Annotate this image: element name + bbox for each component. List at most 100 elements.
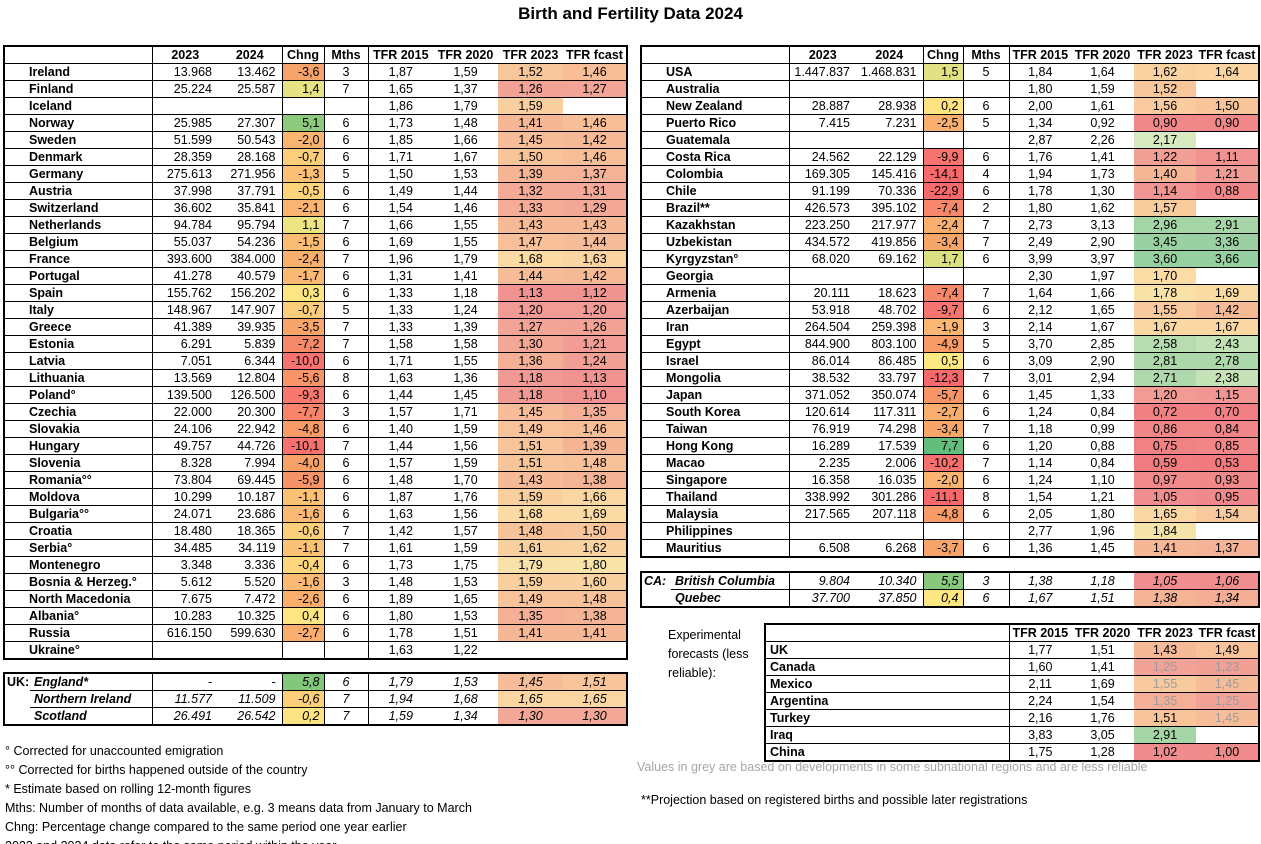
cell-tfr2023: 1,05	[1134, 488, 1196, 506]
cell-births-2023: 41.389	[152, 318, 218, 336]
cell-mths: 7	[324, 522, 369, 540]
cell-tfr2023: 1,41	[498, 114, 563, 132]
table-row: Bulgaria°° 24.071 23.686 -1,6 6 1,63 1,56 1,68 1…	[4, 505, 627, 523]
cell-tfr2023: 1,50	[498, 148, 563, 166]
cell-country: Croatia	[4, 522, 153, 540]
cell-tfr2023: 1,30	[498, 335, 563, 353]
cell-country: Ukraine°	[4, 641, 153, 660]
col-header-mths: Mths	[963, 46, 1010, 64]
cell-tfr2023: 1,67	[1134, 318, 1196, 336]
cell-births-2024: 22.129	[856, 148, 924, 166]
cell-mths: 5	[324, 301, 369, 319]
table-row: North Macedonia 7.675 7.472 -2,6 6 1,89 1,65 1,…	[4, 590, 627, 608]
cell-births-2024: 145.416	[856, 165, 924, 183]
table-row: Taiwan 76.919 74.298 -3,4 7 1,18 0,99 0,86 0,84	[641, 420, 1259, 438]
cell-births-2024: 126.500	[218, 386, 283, 404]
header-row: TFR 2015 TFR 2020 TFR 2023 TFR fcast	[765, 624, 1259, 642]
cell-tfr2015: 1,87	[368, 63, 433, 81]
cell-mths: 6	[963, 386, 1010, 404]
cell-tfr2020: 1,45	[1071, 539, 1134, 558]
cell-tfr2023: 1,59	[498, 573, 563, 591]
table-row: Poland° 139.500 126.500 -9,3 6 1,44 1,45 1,18 1,…	[4, 386, 627, 404]
cell-births-2023: 36.602	[152, 199, 218, 217]
cell-births-2024: 18.623	[856, 284, 924, 302]
cell-tfr2015: 1,49	[368, 182, 433, 200]
col-header-chng: Chng	[923, 46, 964, 64]
cell-country: Iran	[641, 318, 790, 336]
cell-chng: -5,7	[923, 386, 964, 404]
table-row: Romania°° 73.804 69.445 -5,9 6 1,48 1,70 1,43 1,…	[4, 471, 627, 489]
table-row: China 1,75 1,28 1,02 1,00	[765, 743, 1259, 762]
cell-chng: -2,6	[282, 590, 325, 608]
table-row: South Korea 120.614 117.311 -2,7 6 1,24 0,84 0,…	[641, 403, 1259, 421]
cell-tfrfcast: 1,48	[563, 454, 627, 472]
cell-births-2023: 393.600	[152, 250, 218, 268]
cell-tfr2020: 1,67	[1071, 318, 1134, 336]
cell-country: Montenegro	[4, 556, 153, 574]
cell-births-2023: 91.199	[789, 182, 856, 200]
footnote: * Estimate based on rolling 12-month fig…	[5, 782, 251, 796]
cell-births-2023: 13.968	[152, 63, 218, 81]
cell-tfr2020: 1,37	[433, 80, 498, 98]
cell-births-2023	[789, 80, 856, 98]
cell-tfr2015: 1,34	[1009, 114, 1071, 132]
cell-births-2024: 39.935	[218, 318, 283, 336]
cell-tfr2015: 3,01	[1009, 369, 1071, 387]
table-row: Chile 91.199 70.336 -22,9 6 1,78 1,30 1,14 0,88	[641, 182, 1259, 200]
cell-tfrfcast: 0,84	[1196, 420, 1259, 438]
cell-births-2023: 16.358	[789, 471, 856, 489]
cell-tfr2023: 1,02	[1134, 743, 1196, 762]
cell-tfrfcast: 1,46	[563, 148, 627, 166]
cell-chng: -1,1	[282, 539, 325, 557]
cell-tfr2015: 1,48	[368, 471, 433, 489]
cell-births-2023	[789, 267, 856, 285]
cell-tfr2020: 1,57	[433, 522, 498, 540]
cell-tfr2023: 0,90	[1134, 114, 1196, 132]
cell-mths: 7	[963, 454, 1010, 472]
table-row: Lithuania 13.569 12.804 -5,6 8 1,63 1,36 1,18 1,…	[4, 369, 627, 387]
cell-births-2024: 35.841	[218, 199, 283, 217]
cell-country: Colombia	[641, 165, 790, 183]
cell-tfr2020: 0,84	[1071, 403, 1134, 421]
cell-tfr2020: 1,73	[1071, 165, 1134, 183]
cell-mths: 6	[324, 488, 369, 506]
table-row: Germany 275.613 271.956 -1,3 5 1,50 1,53 1,39 1,…	[4, 165, 627, 183]
table-row: Canada 1,60 1,41 1,25 1,23	[765, 658, 1259, 676]
cell-births-2023: 73.804	[152, 471, 218, 489]
cell-births-2024: 395.102	[856, 199, 924, 217]
cell-chng: -4,0	[282, 454, 325, 472]
cell-mths: 5	[963, 63, 1010, 81]
cell-tfr2020: 1,54	[1071, 692, 1134, 710]
cell-chng: -3,7	[923, 539, 964, 558]
cell-births-2023: 5.612	[152, 573, 218, 591]
cell-chng: -11,1	[923, 488, 964, 506]
cell-tfr2023: 1,51	[1134, 709, 1196, 727]
cell-tfr2023: 1,59	[498, 488, 563, 506]
cell-tfr2020: 1,79	[433, 97, 498, 115]
cell-chng: -9,9	[923, 148, 964, 166]
cell-births-2024: 217.977	[856, 216, 924, 234]
table-row: Northern Ireland 11.577 11.509 -0,6 7 1,94 1,6…	[4, 690, 627, 708]
table-row: Mongolia 38.532 33.797 -12,3 7 3,01 2,94 2,71 2,…	[641, 369, 1259, 387]
cell-tfr2015: 1,60	[1009, 658, 1071, 676]
cell-mths: 6	[324, 471, 369, 489]
cell-births-2023: 28.887	[789, 97, 856, 115]
cell-tfr2023: 1,43	[498, 216, 563, 234]
cell-births-2024: 5.520	[218, 573, 283, 591]
footnotes-left: ° Corrected for unaccounted emigration °…	[5, 742, 472, 844]
cell-tfr2020: 1,59	[433, 420, 498, 438]
table-row: Mauritius 6.508 6.268 -3,7 6 1,36 1,45 1,41 1,37	[641, 539, 1259, 558]
cell-tfr2023: 2,81	[1134, 352, 1196, 370]
cell-chng: -5,9	[282, 471, 325, 489]
cell-country: Ireland	[4, 63, 153, 81]
cell-mths: 7	[963, 233, 1010, 251]
cell-country: Philippines	[641, 522, 790, 540]
cell-tfrfcast: 1,20	[563, 301, 627, 319]
cell-chng: 0,2	[923, 97, 964, 115]
cell-country: Spain	[4, 284, 153, 302]
cell-births-2024: 28.938	[856, 97, 924, 115]
cell-tfr2015: 1,87	[368, 488, 433, 506]
cell-chng: 1,7	[923, 250, 964, 268]
cell-births-2023: 16.289	[789, 437, 856, 455]
cell-births-2024: 10.187	[218, 488, 283, 506]
